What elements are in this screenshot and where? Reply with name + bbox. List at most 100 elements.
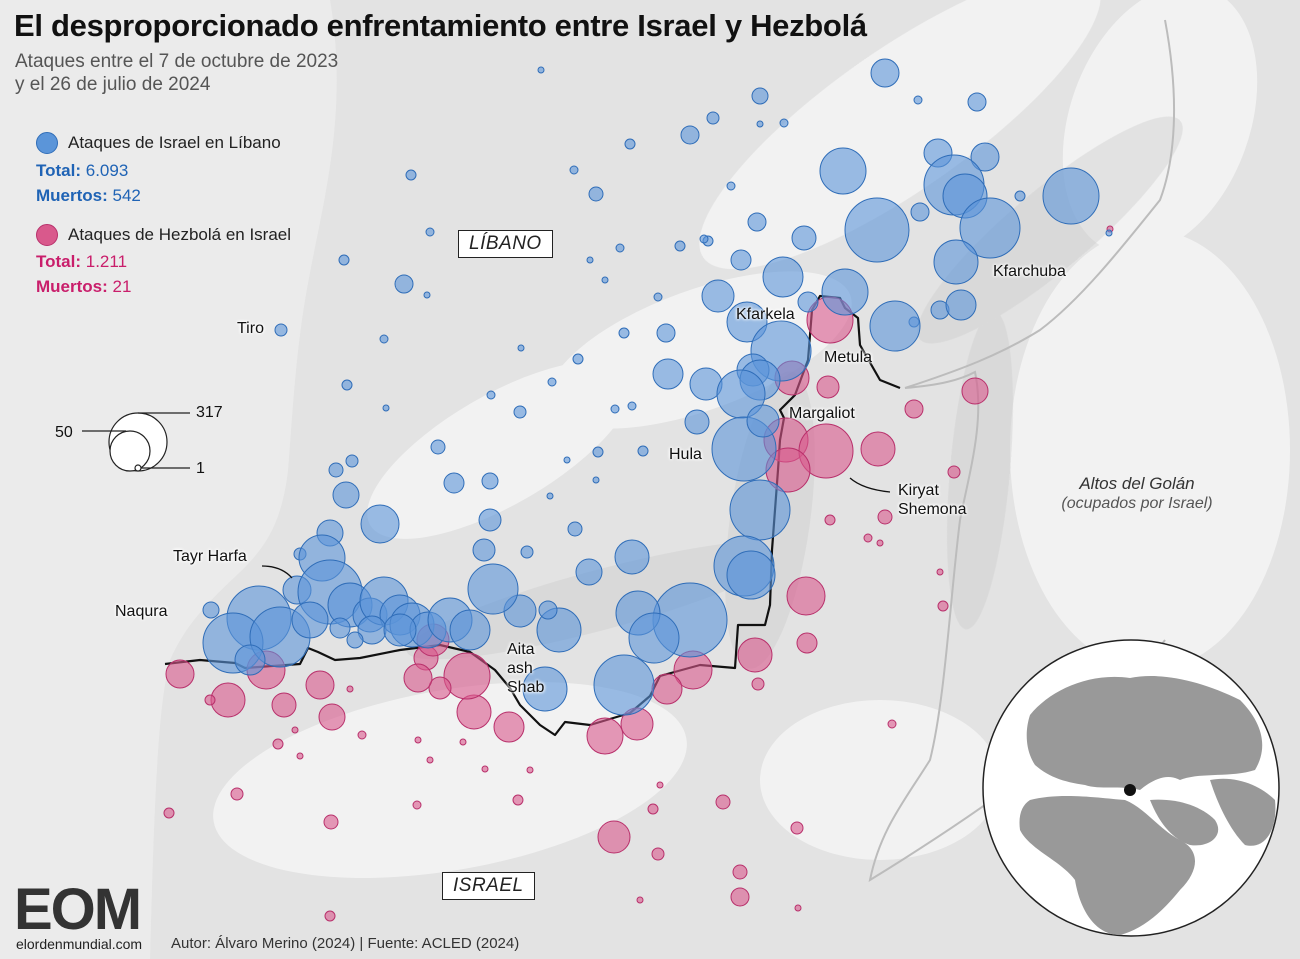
attack-bubble <box>729 479 791 541</box>
attack-bubble <box>360 504 400 544</box>
attack-bubble <box>726 550 776 600</box>
attack-bubble <box>537 66 545 74</box>
attack-bubble <box>481 765 489 773</box>
attack-bubble <box>797 291 819 313</box>
attack-bubble <box>715 794 731 810</box>
attack-bubble <box>877 509 893 525</box>
globe-land-europe <box>1026 676 1263 790</box>
attack-bubble <box>844 197 910 263</box>
attack-bubble <box>730 249 752 271</box>
attack-bubble <box>652 358 684 390</box>
attack-bubble <box>324 910 336 922</box>
attack-bubble <box>653 292 663 302</box>
attack-bubble <box>563 456 571 464</box>
attack-bubble <box>296 752 304 760</box>
page-subtitle: Ataques entre el 7 de octubre de 2023 y … <box>15 50 338 96</box>
attack-bubble <box>887 719 897 729</box>
attack-bubble <box>967 92 987 112</box>
place-aita-2: ash <box>507 660 533 677</box>
attack-bubble <box>597 820 631 854</box>
attack-bubble <box>614 539 650 575</box>
attack-bubble <box>819 147 867 195</box>
attack-bubble <box>467 563 519 615</box>
attack-bubble <box>459 738 467 746</box>
legend-hezbola-deaths: Muertos: 21 <box>36 277 132 296</box>
place-aita-1: Aita <box>507 641 535 658</box>
place-kfarchuba: Kfarchuba <box>993 263 1066 280</box>
country-label-israel: ISRAEL <box>442 872 535 900</box>
attack-bubble <box>1105 229 1113 237</box>
attack-bubble <box>272 738 284 750</box>
attack-bubble <box>791 225 817 251</box>
logo-url: elordenmundial.com <box>16 936 143 952</box>
attack-bubble <box>1042 167 1100 225</box>
attack-bubble <box>382 404 390 412</box>
place-naqura: Naqura <box>115 603 168 620</box>
attack-bubble <box>412 800 422 810</box>
legend-hezbola-total: Total: 1.211 <box>36 252 128 271</box>
attack-bubble <box>751 677 765 691</box>
attack-bubble <box>425 227 435 237</box>
attack-bubble <box>202 601 220 619</box>
page-title: El desproporcionado enfrentamiento entre… <box>14 8 867 43</box>
attack-bubble <box>726 181 736 191</box>
attack-bubble <box>628 612 680 664</box>
place-aita-3: Shab <box>507 679 545 696</box>
globe-land-arabia <box>1150 799 1219 846</box>
attack-bubble <box>593 654 655 716</box>
attack-bubble <box>937 600 949 612</box>
size-legend-mid: 50 <box>55 424 73 441</box>
size-legend-min: 1 <box>196 460 205 477</box>
attack-bubble <box>869 300 921 352</box>
eom-logo: EOM <box>14 877 142 942</box>
attack-bubble <box>357 730 367 740</box>
attack-bubble <box>913 95 923 105</box>
attack-bubble <box>379 334 389 344</box>
attack-bubble <box>732 864 748 880</box>
attack-bubble <box>345 454 359 468</box>
pink-circle-icon <box>36 224 58 246</box>
attack-bubble <box>747 212 767 232</box>
legend-israel-deaths: Muertos: 542 <box>36 186 141 205</box>
legend-israel: Ataques de Israel en Líbano <box>36 132 281 154</box>
attack-bubble <box>794 904 802 912</box>
attack-bubble <box>701 279 735 313</box>
attack-bubble <box>651 847 665 861</box>
attack-bubble <box>586 256 594 264</box>
attack-bubble <box>426 756 434 764</box>
attack-bubble <box>341 379 353 391</box>
attack-bubble <box>512 794 524 806</box>
attack-bubble <box>699 234 709 244</box>
attack-bubble <box>567 521 583 537</box>
globe-location-marker <box>1124 784 1136 796</box>
attack-bubble <box>414 736 422 744</box>
place-metula: Metula <box>824 349 873 366</box>
attack-bubble <box>860 431 896 467</box>
inset-globe <box>982 639 1280 937</box>
attack-bubble <box>680 125 700 145</box>
attack-bubble <box>610 404 620 414</box>
attack-bubble <box>933 239 979 285</box>
attack-bubble <box>520 545 534 559</box>
attack-bubble <box>647 803 659 815</box>
attack-bubble <box>1014 190 1026 202</box>
attack-bubble <box>478 508 502 532</box>
globe-land-africa <box>1019 795 1195 935</box>
attack-bubble <box>601 276 609 284</box>
place-kiryat-1: Kiryat <box>898 482 939 499</box>
size-legend-max: 317 <box>196 404 223 421</box>
legend-hezbola-label: Ataques de Hezbolá en Israel <box>68 225 292 244</box>
attack-bubble <box>627 401 637 411</box>
size-legend-graphic <box>82 412 190 472</box>
attack-bubble <box>588 186 604 202</box>
place-kiryat-2: Shemona <box>898 501 967 518</box>
attack-bubble <box>230 787 244 801</box>
attack-bubble <box>592 476 600 484</box>
attack-bubble <box>730 887 750 907</box>
attack-bubble <box>737 637 773 673</box>
attack-bubble <box>443 472 465 494</box>
attack-bubble <box>526 766 534 774</box>
label-arrows <box>261 477 891 579</box>
attack-bubble <box>947 465 961 479</box>
